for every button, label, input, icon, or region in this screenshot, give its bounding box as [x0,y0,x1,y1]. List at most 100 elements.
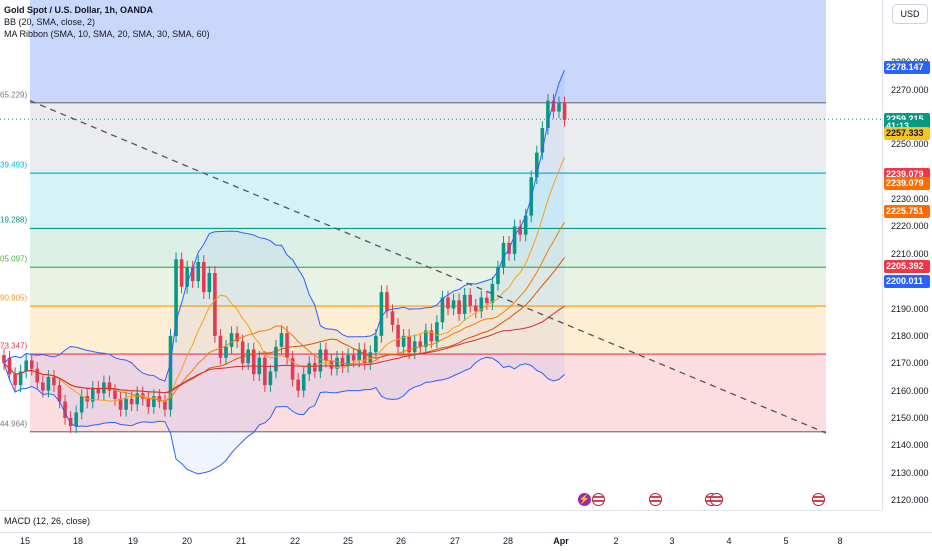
price-tick-label: 2250.000 [891,139,929,150]
candle-body [407,335,411,353]
price-chart-svg[interactable] [0,0,882,510]
candle-body [218,335,223,358]
candle-body [418,341,423,347]
price-tick-label: 2120.000 [891,495,929,505]
us-flag-event-icon[interactable] [649,493,662,506]
price-axis[interactable]: USD 2280.0002270.0002250.0002240.0002230… [882,0,932,510]
price-tick-label: 2210.000 [891,248,929,259]
candle-body [52,376,56,386]
candle-body [496,267,500,284]
chart-canvas[interactable]: Gold Spot / U.S. Dollar, 1h, OANDA BB (2… [0,0,882,510]
candle-body [163,401,167,410]
candle-body [340,357,345,366]
candle-body [240,341,245,364]
price-tag: 2200.011 [884,275,930,289]
earnings-event-icon[interactable]: ⚡ [578,493,591,506]
candle-body [213,272,217,336]
candle-body [551,100,556,112]
fib-zone [30,228,826,268]
candle-body [424,330,428,347]
fib-level-label: 90.905) [0,293,28,303]
candle-body [18,371,23,386]
time-tick-label: 27 [449,536,461,546]
fib-level-label: 44.964) [0,419,28,429]
ma-10-line [3,156,566,403]
candle-body [346,355,350,366]
candle-body [479,297,484,312]
price-tag: 2225.751 [884,204,930,218]
candle-body [429,330,434,342]
candle-body [285,333,289,358]
price-tick-label: 2130.000 [891,467,929,478]
macd-indicator-label[interactable]: MACD (12, 26, close) [4,516,91,526]
time-tick-label: 2 [613,536,619,546]
candle-body [207,272,212,293]
candle-body [96,387,101,394]
candle-body [129,398,134,405]
candle-body [35,368,40,383]
candle-body [324,349,328,361]
macd-pane[interactable]: MACD (12, 26, close) [0,510,882,533]
us-flag-event-icon[interactable] [812,493,825,506]
candle-body [91,387,95,402]
candle-body [251,349,256,375]
candle-body [385,292,389,312]
symbol-title[interactable]: Gold Spot / U.S. Dollar, 1h, OANDA [4,5,154,15]
price-tick-label: 2170.000 [891,358,929,369]
candle-body [152,396,156,407]
fib-level-label: 65.229) [0,90,28,100]
candle-body [7,357,12,375]
candle-body [113,390,117,399]
time-axis[interactable]: 15 18 19 20 21 22 25 26 27 28 Apr 2 3 4 5 8 [0,532,932,551]
price-tag: 2257.333 [884,127,930,141]
candle-body [485,297,489,304]
fib-zone-top [30,0,826,103]
time-tick-label: 22 [289,536,301,546]
candle-body [146,398,151,407]
candle-body [68,417,73,427]
us-flag-event-icon[interactable] [592,493,605,506]
candle-body [473,305,478,312]
candle-body [307,363,312,375]
fib-zone [30,102,826,174]
candle-body [224,346,228,358]
fib-level-label: 19.288) [0,215,28,225]
candle-body [74,412,78,427]
candle-body [29,360,34,369]
candle-body [435,322,439,342]
candle-body [301,374,306,391]
candle-body [46,376,51,391]
time-tick-label: 4 [726,536,732,546]
candle-body [246,349,250,364]
price-tick-label: 2140.000 [891,440,929,451]
fib-zone [30,173,826,229]
candle-body [374,335,378,353]
candle-body [268,371,273,386]
bb-indicator-label[interactable]: BB (20, SMA, close, 2) [4,17,96,27]
time-tick-label: 3 [669,536,675,546]
candle-body [535,152,539,178]
time-tick-label: 18 [72,536,84,546]
candle-body [440,297,445,323]
candle-body [57,385,62,402]
price-tag: 2205.392 [884,260,930,274]
candle-body [235,333,239,342]
candle-body [562,103,567,120]
currency-button[interactable]: USD [892,4,928,24]
candle-body [79,396,84,413]
bb-upper-line [3,69,566,382]
candle-body [2,355,6,364]
trend-line [29,100,827,434]
price-tick-label: 2190.000 [891,303,929,314]
time-tick-label: 20 [181,536,193,546]
candle-body [457,300,461,314]
price-tick-label: 2230.000 [891,194,929,205]
time-tick-label: 25 [342,536,354,546]
us-flag-event-icon[interactable] [710,493,723,506]
candle-body [124,398,128,410]
candle-body [296,379,300,391]
candle-body [351,355,356,361]
candle-body [63,401,67,418]
candle-body [157,396,162,402]
ma-ribbon-indicator-label[interactable]: MA Ribbon (SMA, 10, SMA, 20, SMA, 30, SM… [4,29,210,39]
